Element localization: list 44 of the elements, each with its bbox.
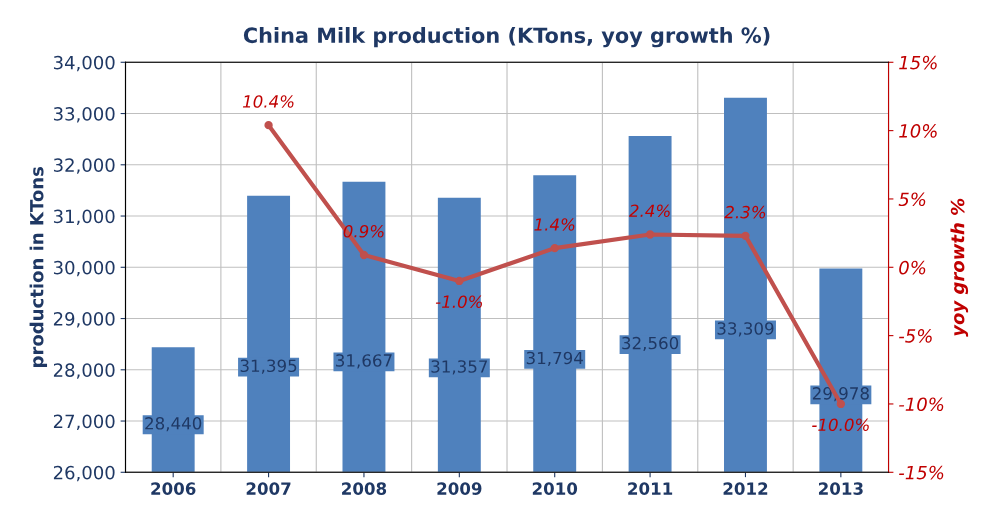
data-label: 10.4%: [242, 95, 294, 108]
y2-tick-label: 0%: [899, 260, 926, 275]
point: [550, 243, 559, 253]
y2-tick-label: 10%: [899, 124, 937, 138]
point: [359, 250, 369, 260]
chart-title: China Milk production (KTons, yoy growth %): [243, 27, 770, 48]
data-label: 31,794: [526, 351, 583, 366]
data-label: 1.4%: [534, 218, 575, 231]
point: [264, 120, 273, 130]
y-tick-label: 28,000: [53, 363, 115, 379]
y-tick-label: 27,000: [53, 414, 115, 430]
y2-axis-title: yoy growth %: [950, 198, 969, 337]
y-tick-label: 29,000: [53, 312, 115, 328]
data-label: 2.4%: [628, 204, 670, 218]
data-label: 32,560: [622, 336, 679, 352]
data-label: 31,667: [336, 354, 392, 369]
x-tick-label: 2010: [532, 482, 578, 495]
data-label: 2.3%: [724, 205, 766, 219]
x-tick-label: 2008: [342, 482, 387, 495]
y-tick-label: 30,000: [53, 260, 115, 277]
x-tick-label: 2006: [151, 482, 196, 495]
data-label: 33,309: [717, 322, 774, 337]
y-axis-title: production in KTons: [29, 166, 48, 367]
y2-tick-label: 5%: [898, 192, 926, 207]
y-tick-label: 33,000: [53, 106, 115, 123]
x-tick-label: 2013: [818, 482, 863, 495]
y-tick-label: 32,000: [53, 158, 115, 174]
y-tick-label: 31,000: [53, 209, 115, 225]
x-tick-label: 2011: [628, 482, 673, 495]
y2-tick-label: -15%: [899, 465, 944, 480]
x-tick-label: 2012: [723, 482, 768, 495]
y2-tick-label: 15%: [899, 55, 937, 70]
y-tick-label: 34,000: [53, 55, 115, 72]
x-tick-label: 2007: [246, 482, 291, 495]
point: [741, 231, 750, 241]
data-label: 31,395: [240, 359, 297, 374]
y-tick-label: 26,000: [53, 465, 115, 482]
point: [455, 276, 464, 286]
point: [645, 230, 655, 239]
data-label: 31,357: [431, 360, 488, 375]
x-tick-label: 2009: [437, 482, 482, 495]
y2-tick-label: -5%: [899, 329, 932, 343]
y2-tick-label: -10%: [899, 397, 944, 412]
data-label: 28,440: [145, 417, 202, 432]
